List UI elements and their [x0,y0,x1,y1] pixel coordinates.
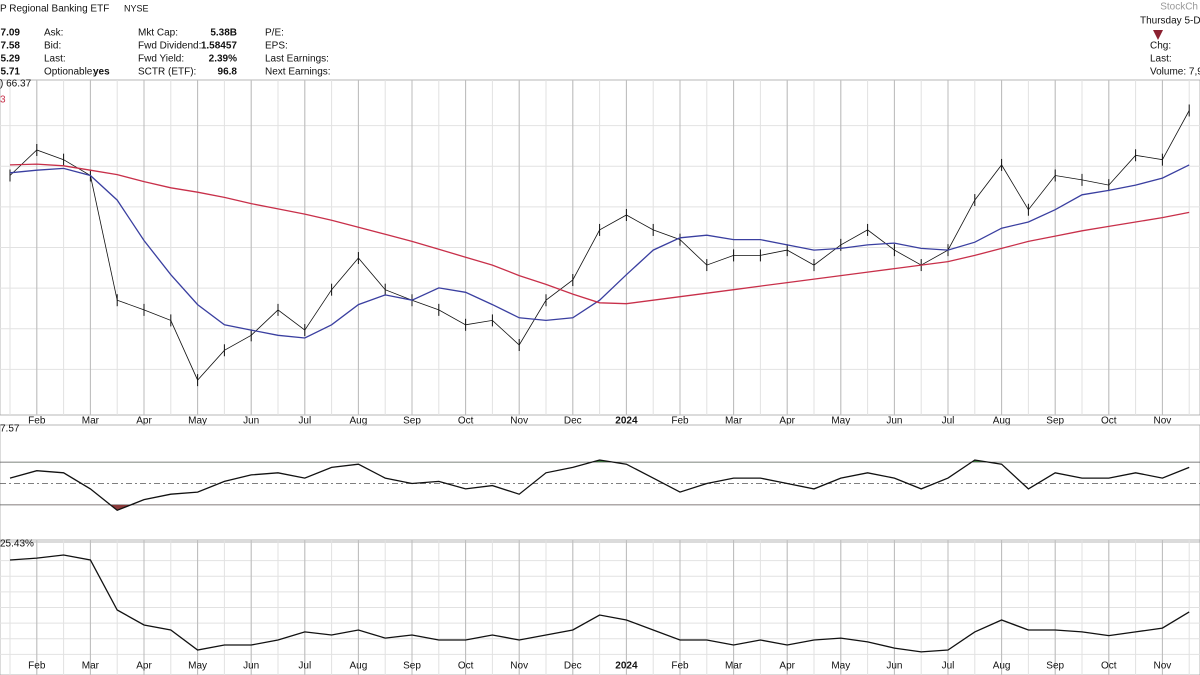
quote-label: Chg: [1150,41,1171,52]
quote-label: Last: [44,54,66,65]
panel-value: 25.43% [0,539,34,550]
x-tick-label: Sep [403,416,421,427]
x-tick-label: Sep [403,661,421,672]
x-tick-label: 2024 [615,661,638,672]
panel-frame [0,424,1200,543]
x-tick-label: Feb [671,661,689,672]
x-tick-label: Jul [298,661,311,672]
panel-value: 3 [0,95,6,106]
x-tick-label: Sep [1046,661,1064,672]
x-tick-label: Feb [28,661,46,672]
x-tick-label: Apr [136,416,152,427]
earnings-label: Next Earnings: [265,67,331,78]
quote-value: 7.58 [1,41,21,52]
series-line [9,554,1190,653]
x-tick-label: Oct [1101,416,1117,427]
date: Thursday 5-De [1140,16,1200,27]
x-tick-label: Apr [779,661,795,672]
quote-label: Last: [1150,54,1172,65]
stat-value: 96.8 [218,67,238,78]
down-arrow [1153,30,1163,40]
stat-value: 5.38B [210,28,237,39]
earnings-label: Last Earnings: [265,54,329,65]
quote-value: 5.71 [1,67,21,78]
x-tick-label: May [831,661,850,672]
x-tick-label: Jul [298,416,311,427]
x-tick-label: Aug [993,416,1011,427]
x-tick-label: Mar [82,416,100,427]
x-tick-label: Mar [725,661,743,672]
x-tick-label: Jun [243,661,259,672]
x-tick-label: Jul [942,416,955,427]
x-tick-label: Aug [350,661,368,672]
x-tick-label: May [188,416,207,427]
x-tick-label: Mar [725,416,743,427]
x-tick-label: Sep [1046,416,1064,427]
stat-value: 2.39% [209,54,237,65]
oversold-fill [10,504,1190,511]
watermark: StockCh [1160,2,1198,13]
x-tick-label: Nov [510,416,528,427]
x-tick-label: Apr [779,416,795,427]
x-tick-label: Jun [886,661,902,672]
x-tick-label: 2024 [615,416,638,427]
x-tick-label: Jun [886,416,902,427]
x-tick-label: Oct [458,416,474,427]
optionable: yes [93,67,110,78]
quote-value: 5.29 [1,54,21,65]
x-tick-label: Feb [671,416,689,427]
series-line [9,164,1190,339]
panel-value: ) 66.37 [0,79,32,90]
quote-label: Ask: [44,28,63,39]
x-tick-label: May [188,661,207,672]
x-tick-label: Jul [942,661,955,672]
quote-label: Optionable: [44,67,95,78]
stat-value: 1.58457 [201,41,238,52]
stat-label: Mkt Cap: [138,28,178,39]
earnings-label: EPS: [265,41,288,52]
x-tick-label: Mar [82,661,100,672]
x-tick-label: Apr [136,661,152,672]
earnings-label: P/E: [265,28,284,39]
panel-value: 7.57 [0,424,20,435]
stat-label: Fwd Dividend: [138,41,201,52]
stat-label: Fwd Yield: [138,54,184,65]
quote-label: Bid: [44,41,61,52]
stat-label: SCTR (ETF): [138,67,196,78]
overbought-fill [10,460,1190,463]
x-tick-label: Feb [28,416,46,427]
series-line [9,163,1190,305]
series-line [9,459,1190,512]
x-tick-label: Nov [1154,661,1172,672]
x-tick-label: Oct [458,661,474,672]
x-tick-label: Nov [510,661,528,672]
x-tick-label: Dec [564,416,582,427]
series-line [9,110,1190,381]
x-tick-label: May [831,416,850,427]
title: P Regional Banking ETF [0,4,109,15]
x-tick-label: Oct [1101,661,1117,672]
exchange: NYSE [124,3,149,13]
x-tick-label: Aug [993,661,1011,672]
quote-value: 7.09 [1,28,21,39]
x-tick-label: Dec [564,661,582,672]
x-tick-label: Aug [350,416,368,427]
quote-label: Volume: 7,9 [1150,67,1200,78]
x-tick-label: Nov [1154,416,1172,427]
x-tick-label: Jun [243,416,259,427]
